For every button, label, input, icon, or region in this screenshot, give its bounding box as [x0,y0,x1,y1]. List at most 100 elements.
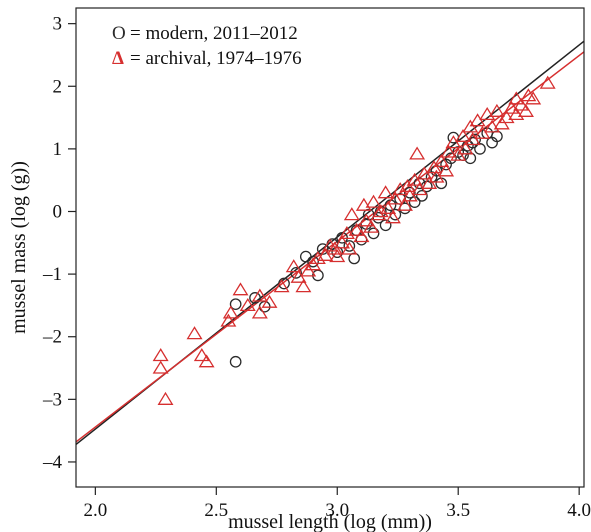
modern-point [416,189,428,202]
archival-point [455,128,472,142]
modern-point [290,267,302,279]
archival-point [493,116,510,130]
archival-point [317,247,334,261]
archival-legend-symbol: Δ [112,48,124,69]
archival-point [399,179,416,193]
archival-point [539,75,556,89]
archival-point [409,146,426,160]
archival-point [392,182,409,196]
archival-point [503,100,520,114]
archival-point [290,269,307,283]
archival-point [384,210,401,224]
x-tick-label: 3.0 [325,500,349,521]
archival-point [401,188,418,202]
archival-point [450,147,467,161]
archival-point [421,175,438,189]
x-tick-label: 3.5 [446,500,470,521]
archival-point [341,241,358,255]
modern-legend-symbol: O [112,23,126,44]
y-axis-label: mussel mass (log (g)) [8,161,30,334]
modern-point [299,250,312,263]
plot-frame [75,7,585,488]
archival-point [426,160,442,174]
y-tick-label: 2 [53,76,63,97]
archival-point [438,163,455,177]
modern-point [348,252,361,265]
archival-point [469,113,486,127]
archival-point [152,348,169,362]
modern-point [307,255,319,268]
archival-point [309,251,326,265]
archival-point [338,225,355,240]
archival-point [285,259,302,273]
y-tick-label: –3 [42,389,62,410]
archival-point [440,144,457,158]
modern-point [474,143,486,155]
modern-point [249,292,261,304]
archival-point [305,257,322,271]
archival-point [329,249,346,263]
modern-point [445,152,457,165]
archival-point [353,229,370,243]
data-points [152,75,556,405]
archival-point [397,197,413,211]
archival-point [295,279,312,293]
archival-point [193,348,210,362]
modern-point [278,277,290,290]
archival-point [186,326,203,340]
archival-point [343,207,360,221]
y-tick-label: –2 [42,327,62,348]
archival-point [348,222,365,236]
archival-point [222,305,239,319]
archival-point [508,91,525,105]
archival-point [525,91,542,105]
archival-point [363,219,380,233]
archival-point [479,106,496,121]
modern-point [379,219,392,232]
archival-point [416,166,433,180]
modern-point [367,227,380,240]
archival-point [377,185,394,199]
archival-point [365,194,382,208]
modern-point [491,130,503,143]
y-axis: –4 –3 –2 –1 0 1 2 3 [42,14,76,473]
archival-fit-line [76,51,584,443]
x-tick-label: 4.0 [567,500,591,521]
fit-lines [76,40,584,446]
archival-point [508,106,525,121]
x-tick-label: 2.5 [204,500,228,521]
y-tick-label: 3 [53,14,63,35]
y-tick-label: –4 [42,452,63,473]
modern-legend-label: = modern, 2011–2012 [130,23,298,44]
legend: O = modern, 2011–2012 Δ = archival, 1974–19… [112,23,302,69]
archival-point [457,141,474,155]
y-tick-label: –1 [42,264,62,285]
archival-point [239,297,256,312]
modern-point [229,298,242,311]
modern-point [389,208,402,221]
archival-point [220,313,237,327]
archival-point [232,282,249,296]
archival-point [261,294,278,308]
archival-point [474,125,491,139]
x-axis: 2.0 2.5 3.0 3.5 4.0 [83,487,591,521]
x-axis-label: mussel length (log (mm)) [228,511,432,532]
archival-point [273,279,290,293]
archival-point [372,204,389,218]
archival-point [198,354,215,368]
archival-point [251,305,268,319]
archival-legend-label: = archival, 1974–1976 [130,48,302,69]
archival-point [358,213,375,227]
archival-point [406,172,423,186]
x-tick-label: 2.0 [83,500,107,521]
modern-point [464,152,477,165]
archival-point [464,132,481,146]
modern-point [403,186,416,199]
archival-point [445,135,462,149]
archival-point [488,103,505,117]
archival-point [355,197,372,211]
modern-point [229,355,242,368]
archival-point [334,235,351,249]
archival-point [387,191,404,205]
